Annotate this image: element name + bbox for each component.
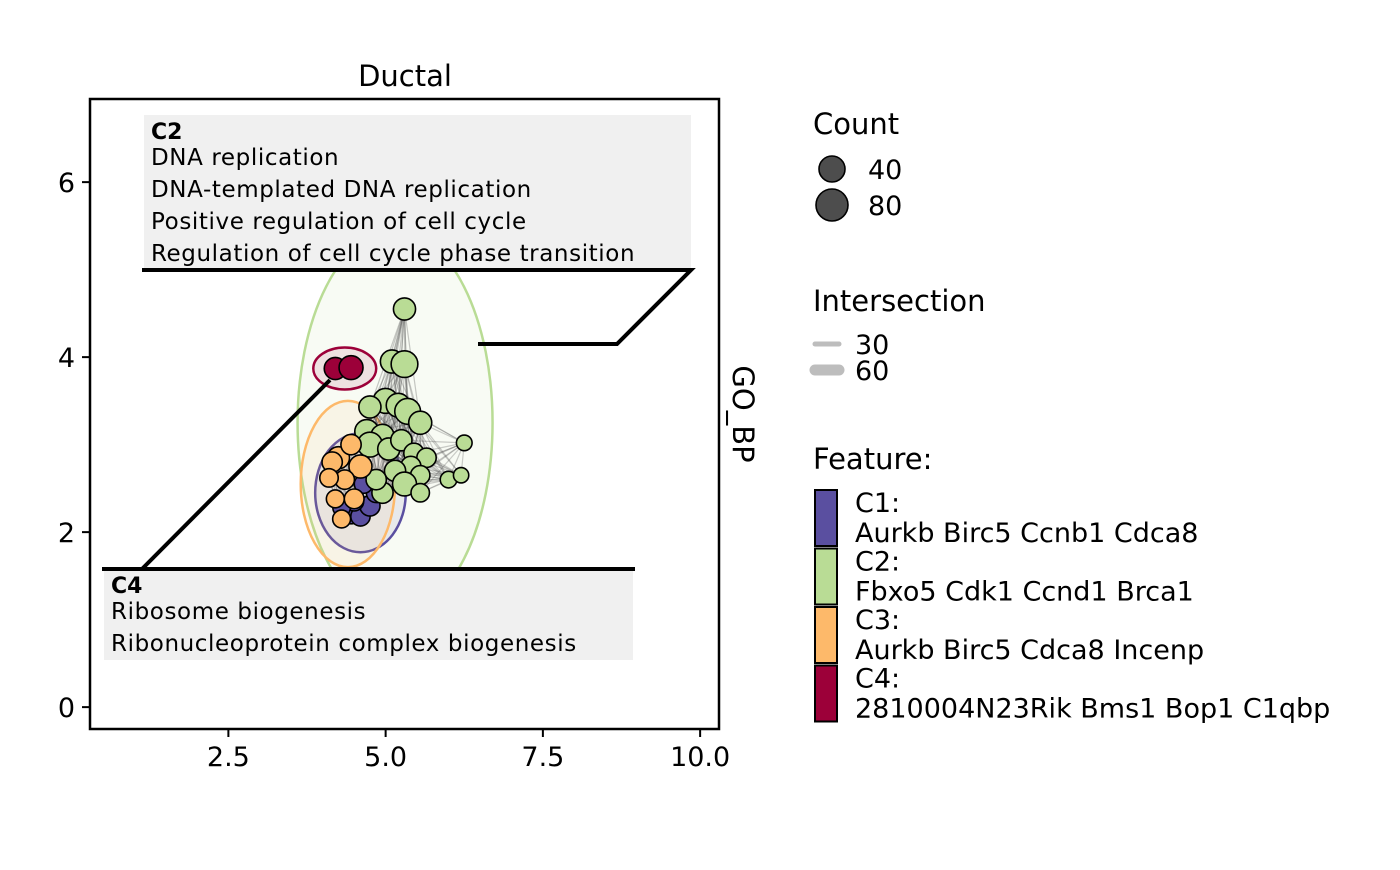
- legend-intersection-label: 60: [855, 356, 889, 387]
- point-c2-6: [358, 395, 382, 419]
- x-tick-label: 7.5: [521, 742, 564, 773]
- legend-feature-genes: Aurkb Birc5 Ccnb1 Cdca8: [855, 518, 1198, 549]
- legend-feature-label: C2:: [855, 547, 900, 578]
- point-c3-7: [343, 488, 365, 510]
- point-c2-20: [410, 482, 431, 503]
- x-tick-label: 5.0: [364, 742, 407, 773]
- network-edge: [388, 308, 406, 450]
- point-c2-23: [452, 466, 470, 484]
- legend-count-label: 80: [868, 191, 902, 222]
- legend-feature-label: C4:: [855, 664, 900, 695]
- legend-feature-label: C3:: [855, 605, 900, 636]
- legend-feature-key-2: [814, 547, 838, 606]
- legend-feature-key-4: [814, 664, 838, 723]
- legend-count-title: Count: [813, 107, 899, 141]
- y-tick-label: 6: [58, 168, 75, 199]
- chart-title: Ductal: [358, 59, 452, 93]
- legend-feature-label: C1:: [855, 488, 900, 519]
- annotation-term: Positive regulation of cell cycle: [151, 209, 527, 235]
- plot-panel-border: [88, 97, 721, 731]
- annotation-header-c4: C4: [111, 574, 142, 599]
- point-c3-5: [318, 467, 340, 488]
- legend-feature-genes: 2810004N23Rik Bms1 Bop1 C1qbp: [855, 694, 1330, 725]
- point-c2-7: [407, 410, 433, 436]
- point-c2-24: [365, 468, 388, 491]
- annotation-term: Ribosome biogenesis: [111, 599, 366, 625]
- legend-count-key: [815, 188, 849, 222]
- annotation-bg-c2: [144, 115, 691, 270]
- facet-strip-label: GO_BP: [726, 365, 760, 462]
- point-c4-1: [338, 354, 364, 381]
- network-edge: [369, 308, 406, 445]
- annotation-leader-line-c2: [142, 268, 696, 346]
- axes: 2.5 5.0 7.5 10.0 0 2 4 6: [58, 168, 730, 773]
- point-c3-2: [348, 454, 373, 479]
- legend-count-key: [818, 155, 846, 183]
- x-tick-label: 10.0: [670, 742, 730, 773]
- point-c2-21: [455, 434, 473, 452]
- annotation-leader-line-c4-diagonal: [140, 378, 332, 571]
- point-c2-2: [390, 349, 419, 379]
- annotation-term: DNA replication: [151, 145, 339, 171]
- y-tick-label: 2: [58, 518, 75, 549]
- legend-feature-key-1: [814, 489, 838, 547]
- network-edge: [381, 422, 421, 494]
- legend-intersection-title: Intersection: [813, 284, 986, 318]
- data-points: [318, 297, 473, 529]
- annotation-term: Ribonucleoprotein complex biogenesis: [111, 631, 577, 657]
- point-c3-1: [340, 433, 362, 456]
- annotation-term: DNA-templated DNA replication: [151, 177, 532, 203]
- y-tick-label: 4: [58, 343, 75, 374]
- annotation-header-c2: C2: [151, 120, 182, 145]
- annotation-term: Regulation of cell cycle phase transitio…: [151, 241, 635, 267]
- point-c3-6: [325, 489, 346, 509]
- legend-feature-title: Feature:: [813, 442, 932, 476]
- annotation-bg-c4: [104, 569, 633, 660]
- legend-count-label: 40: [868, 155, 902, 186]
- legend-feature-key-3: [814, 606, 838, 664]
- legend-intersection-label: 30: [855, 330, 889, 361]
- x-tick-label: 2.5: [207, 742, 250, 773]
- legend-feature-genes: Aurkb Birc5 Cdca8 Incenp: [855, 635, 1204, 666]
- network-edge: [419, 442, 465, 494]
- point-c3-8: [331, 509, 352, 529]
- y-tick-label: 0: [58, 693, 75, 724]
- legend: Count4080Intersection3060Feature:C1:Aurk…: [809, 107, 1330, 725]
- point-c2-0: [392, 297, 417, 321]
- legend-feature-genes: Fbxo5 Cdk1 Ccnd1 Brca1: [855, 577, 1194, 608]
